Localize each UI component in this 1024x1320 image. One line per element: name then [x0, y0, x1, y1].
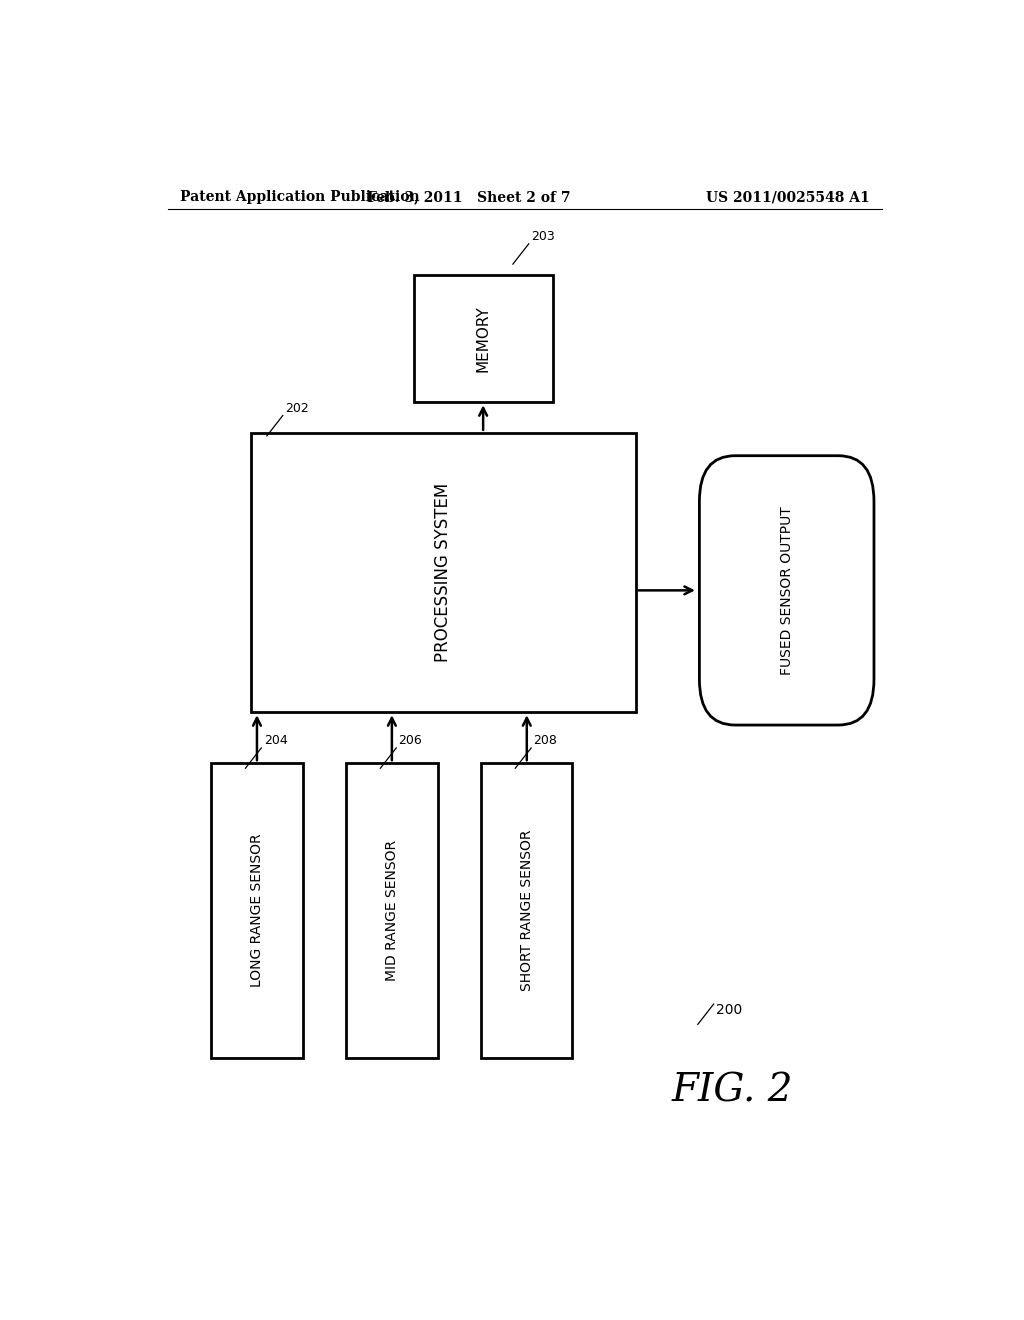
Bar	[346, 763, 437, 1057]
Text: MID RANGE SENSOR: MID RANGE SENSOR	[385, 840, 399, 981]
Text: 206: 206	[398, 734, 422, 747]
Text: FUSED SENSOR OUTPUT: FUSED SENSOR OUTPUT	[779, 506, 794, 675]
Text: 202: 202	[285, 401, 309, 414]
Bar	[414, 276, 553, 403]
Text: US 2011/0025548 A1: US 2011/0025548 A1	[707, 190, 870, 205]
Text: SHORT RANGE SENSOR: SHORT RANGE SENSOR	[520, 830, 534, 991]
Text: 200: 200	[716, 1003, 742, 1018]
Text: 204: 204	[264, 734, 288, 747]
Text: 203: 203	[531, 230, 555, 243]
Text: LONG RANGE SENSOR: LONG RANGE SENSOR	[250, 834, 264, 987]
Bar	[481, 763, 572, 1057]
FancyBboxPatch shape	[699, 455, 873, 725]
Text: Patent Application Publication: Patent Application Publication	[179, 190, 419, 205]
Text: PROCESSING SYSTEM: PROCESSING SYSTEM	[434, 483, 453, 663]
Bar	[211, 763, 303, 1057]
Text: Feb. 3, 2011   Sheet 2 of 7: Feb. 3, 2011 Sheet 2 of 7	[368, 190, 571, 205]
Text: 208: 208	[534, 734, 557, 747]
Text: FIG. 2: FIG. 2	[672, 1073, 794, 1110]
Bar	[251, 433, 636, 713]
Text: MEMORY: MEMORY	[475, 305, 490, 372]
